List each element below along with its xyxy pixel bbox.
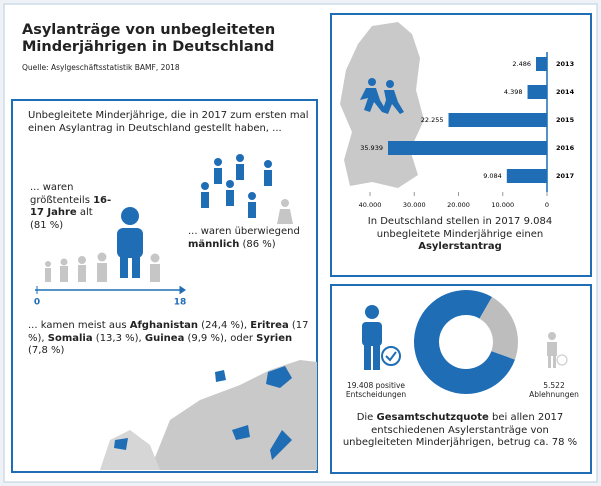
positive-value: 19.408 [346, 381, 374, 390]
age-tick-label: 0 [34, 298, 40, 308]
year-label: 2017 [556, 172, 574, 180]
rejected-value: 5.522 [543, 381, 565, 390]
text-run: (17 %), [28, 320, 309, 344]
age-tick-label: 18 [174, 298, 187, 308]
big-person-icon [117, 207, 143, 278]
bar [448, 113, 547, 127]
rejected-label: 5.522 Ablehnungen [526, 381, 582, 399]
text-run: (86 %) [239, 238, 276, 250]
text-run: Syrien [256, 332, 293, 344]
text-run: ... waren überwiegend [188, 226, 300, 237]
source: Quelle: Asylgeschäftsstatistik BAMF, 201… [22, 63, 180, 72]
x-tick-label: 30.000 [403, 201, 426, 209]
positive-person-icon [362, 305, 382, 370]
text-run: ... kamen meist aus [28, 320, 130, 331]
text-run: Somalia [47, 332, 93, 344]
age-text: ... waren größtenteils 16-17 Jahre alt (… [30, 182, 112, 232]
bar [506, 169, 547, 183]
positive-category: positive Entscheidungen [345, 381, 407, 399]
title: Asylanträge von unbegleiteten Minderjähr… [22, 22, 276, 55]
age-axis-arrow [180, 286, 186, 294]
donut-caption: Die Gesamtschutzquote bei allen 2017 ent… [340, 412, 580, 450]
small-people-row [45, 252, 160, 282]
left-panel [11, 99, 318, 473]
year-label: 2013 [556, 60, 574, 68]
text-run: Afghanistan [129, 320, 198, 331]
x-tick-label: 40.000 [359, 201, 382, 209]
bar-value-label: 9.084 [483, 172, 502, 180]
gender-text: ... waren überwiegend männlich (86 %) [188, 226, 313, 251]
text-run: In Deutschland stellen in 2017 9.084 unb… [367, 216, 553, 240]
donut-slice [479, 296, 519, 360]
text-run: Asylerstantrag [418, 241, 502, 252]
x-tick-label: 10.000 [491, 201, 514, 209]
text-run: männlich [188, 238, 240, 250]
x-tick-label: 0 [545, 201, 549, 209]
bar-caption: In Deutschland stellen in 2017 9.084 unb… [340, 216, 580, 254]
text-run: Die [356, 412, 377, 423]
text-run: 16-17 Jahre [30, 194, 112, 219]
bar [387, 141, 547, 155]
countries-text: ... kamen meist aus Afghanistan (24,4 %)… [28, 320, 313, 358]
right-bottom-panel [330, 284, 592, 474]
intro-text: Unbegleitete Minderjährige, die in 2017 … [28, 110, 309, 134]
text-run: alt (81 %) [30, 207, 93, 231]
year-label: 2015 [556, 116, 575, 124]
text-run: ... waren größtenteils [30, 182, 94, 206]
bar-value-label: 2.486 [512, 60, 531, 68]
bar-value-label: 22.255 [421, 116, 444, 124]
highlighted-countries [114, 366, 292, 460]
text-run: (24,4 %), [197, 320, 251, 331]
text-run: bei allen 2017 entschiedenen Asylerstant… [342, 412, 578, 448]
rejected-category: Ablehnungen [529, 390, 579, 399]
text-run: Eritrea [250, 320, 289, 331]
bar-value-label: 4.398 [504, 88, 523, 96]
check-mark [385, 351, 397, 362]
text-run: (7,8 %) [28, 345, 65, 356]
text-run: (9,9 %), oder [184, 332, 257, 344]
bar [535, 57, 547, 71]
rejected-person-icon [547, 332, 568, 368]
donut-slice [414, 290, 515, 395]
right-top-panel [330, 13, 592, 277]
female-person-icon [277, 199, 293, 224]
year-label: 2014 [556, 88, 575, 96]
year-label: 2016 [556, 144, 575, 152]
text-run: (13,3 %), [92, 332, 145, 344]
runners-icon [360, 78, 404, 114]
x-tick-label: 20.000 [447, 201, 470, 209]
male-people-icons [201, 154, 272, 218]
bar [527, 85, 547, 99]
check-circle [381, 346, 401, 366]
positive-label: 19.408 positive Entscheidungen [336, 381, 416, 399]
text-run: Gesamtschutzquote [376, 412, 489, 423]
bar-value-label: 35.939 [360, 144, 383, 152]
text-run: Guinea [144, 332, 185, 344]
